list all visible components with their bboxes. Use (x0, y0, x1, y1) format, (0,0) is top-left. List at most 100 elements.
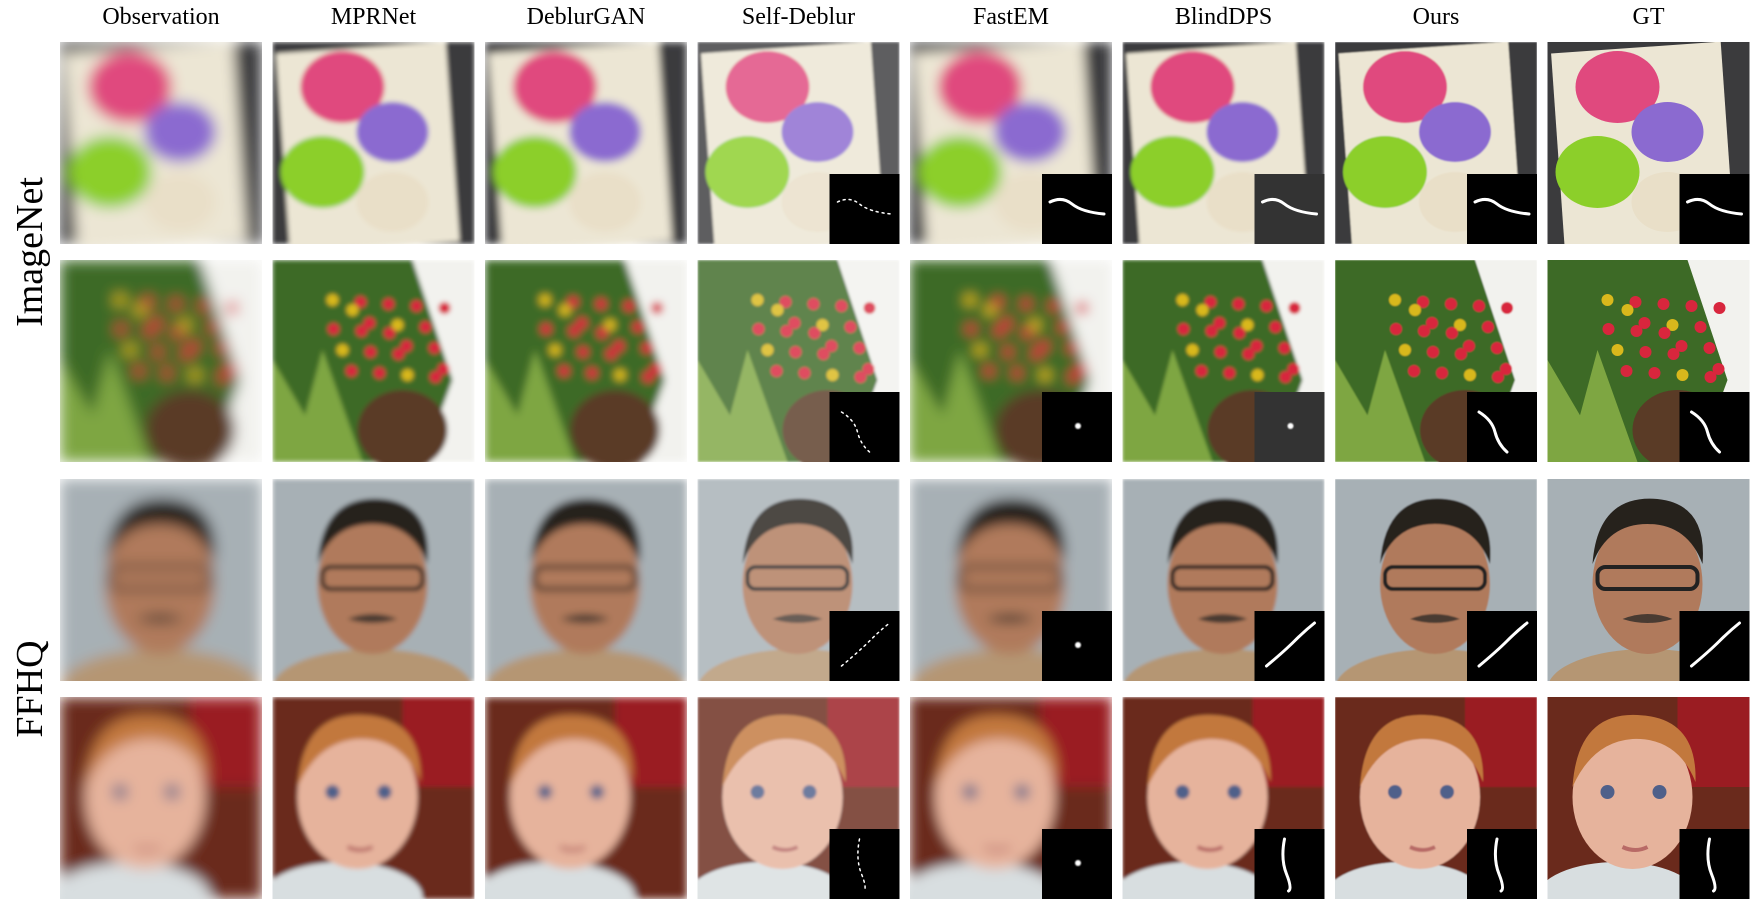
flower (1030, 348, 1042, 360)
flower (1621, 304, 1634, 316)
grass (60, 350, 150, 462)
flower (1454, 319, 1466, 331)
flower (1657, 298, 1670, 310)
flower (400, 340, 413, 352)
image-tile (1547, 697, 1750, 899)
column-header: DeblurGAN (527, 4, 646, 30)
eye (113, 785, 127, 799)
flower (1269, 321, 1282, 333)
flower (1629, 296, 1642, 308)
flower (1242, 348, 1255, 360)
image-tile (1335, 479, 1537, 681)
mouth (134, 845, 161, 852)
kernel-trace (1048, 197, 1106, 216)
eye (750, 785, 765, 799)
flower (134, 304, 146, 316)
flower (623, 300, 635, 312)
flower (1704, 371, 1717, 383)
flower (632, 321, 644, 333)
macaron (144, 102, 216, 162)
curtain (615, 697, 687, 787)
flower (151, 317, 163, 329)
flower (641, 342, 653, 354)
image-tile (697, 697, 900, 899)
flower (437, 363, 450, 375)
flower (614, 369, 626, 381)
kernel-trace (1493, 837, 1505, 893)
pot (570, 390, 660, 462)
shirt (1122, 862, 1273, 899)
macaron (356, 172, 429, 232)
body (274, 649, 471, 681)
flower (789, 346, 802, 358)
image-tile (272, 42, 475, 244)
flower (1029, 319, 1041, 331)
image-content (1335, 479, 1537, 681)
flower (1667, 348, 1680, 360)
face (1592, 514, 1703, 654)
eye (802, 785, 817, 799)
macaron (68, 136, 152, 208)
image-content (1122, 479, 1325, 681)
flower (1703, 342, 1716, 354)
flower (1648, 367, 1661, 379)
image-content (272, 42, 475, 244)
flower (419, 321, 432, 333)
flower (844, 321, 857, 333)
macaron (938, 51, 1022, 123)
glasses (533, 565, 637, 591)
flower (650, 363, 662, 375)
face (530, 514, 640, 654)
flower (965, 323, 977, 335)
flower (1020, 298, 1032, 310)
flower (1205, 325, 1218, 337)
flower (1066, 342, 1078, 354)
flower (788, 317, 801, 329)
mouth (1409, 845, 1436, 852)
flower (354, 296, 367, 308)
curtain (190, 697, 262, 787)
pot (357, 390, 448, 462)
flower (1713, 302, 1726, 314)
flower (1011, 367, 1023, 379)
mustache (1197, 614, 1248, 623)
kernel-background (1679, 392, 1750, 462)
macaron (705, 136, 790, 208)
image-content (485, 697, 687, 899)
flower (1712, 363, 1725, 375)
eye (165, 785, 179, 799)
flower (576, 317, 588, 329)
flower (327, 323, 340, 335)
flower (438, 302, 451, 314)
face (1147, 725, 1268, 869)
flower (761, 344, 774, 356)
macaron (569, 102, 641, 162)
flower (225, 363, 237, 375)
glasses (1170, 565, 1275, 591)
flower (1676, 369, 1689, 381)
kernel-trace (836, 198, 893, 215)
image-tile (697, 479, 900, 681)
image-tile (910, 42, 1112, 244)
eye (1600, 785, 1615, 799)
kernel-inset (1679, 174, 1750, 244)
flower (355, 325, 368, 337)
flower (429, 371, 442, 383)
flower (835, 300, 848, 312)
flower (1278, 342, 1291, 354)
flower (1675, 340, 1688, 352)
column-header: FastEM (973, 4, 1049, 30)
flower (1464, 369, 1476, 381)
image-content (910, 479, 1112, 681)
flower (1685, 300, 1698, 312)
flower (391, 319, 404, 331)
eye (1388, 785, 1402, 799)
image-tile (910, 479, 1112, 681)
column-header: Observation (102, 4, 219, 30)
flower (825, 340, 838, 352)
mustache (772, 614, 823, 623)
kernel-dot (1287, 423, 1294, 429)
flower (1427, 346, 1439, 358)
kernel-background (1254, 174, 1325, 244)
kernel-inset (1679, 829, 1750, 899)
